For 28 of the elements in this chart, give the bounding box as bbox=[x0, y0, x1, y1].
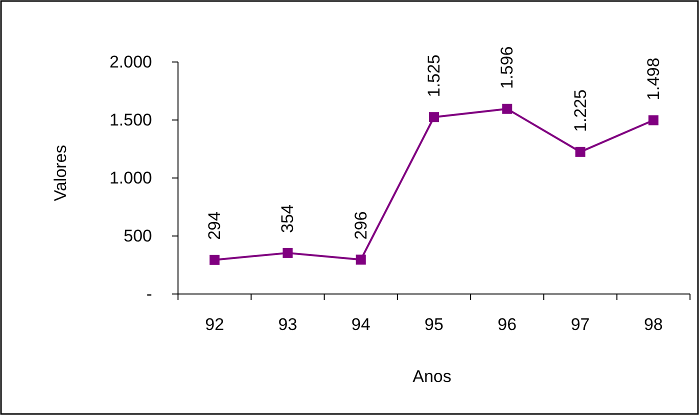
x-tick-label: 98 bbox=[644, 315, 663, 334]
point bbox=[282, 248, 293, 258]
point bbox=[575, 146, 586, 157]
point bbox=[429, 112, 439, 122]
x-tick-label: 93 bbox=[278, 315, 298, 334]
x-axis-title: Anos bbox=[412, 367, 452, 386]
x-tick-label: 96 bbox=[498, 315, 517, 334]
y-tick-label: - bbox=[146, 284, 152, 304]
point bbox=[502, 104, 512, 114]
point bbox=[648, 115, 658, 126]
point bbox=[356, 254, 366, 265]
data-label: 1.596 bbox=[498, 46, 517, 89]
x-tick-label: 94 bbox=[351, 315, 370, 334]
data-label: 1.498 bbox=[644, 58, 663, 100]
point bbox=[210, 254, 220, 265]
data-label: 1.225 bbox=[570, 89, 590, 132]
y-tick-label: 2.000 bbox=[109, 52, 152, 72]
y-axis-title: Valores bbox=[51, 144, 70, 202]
data-label: 296 bbox=[351, 211, 370, 240]
data-label: 354 bbox=[278, 204, 298, 233]
x-tick-label: 95 bbox=[424, 315, 444, 334]
y-tick-label: 500 bbox=[124, 226, 152, 246]
x-tick-label: 97 bbox=[570, 315, 590, 334]
data-label: 1.525 bbox=[424, 54, 444, 98]
data-label: 294 bbox=[205, 212, 224, 240]
x-tick-label: 92 bbox=[205, 315, 224, 334]
y-tick-label: 1.000 bbox=[109, 168, 152, 188]
y-tick-label: 1.500 bbox=[109, 110, 152, 130]
